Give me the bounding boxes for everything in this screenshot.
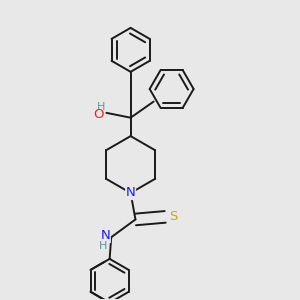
Text: H: H <box>97 102 105 112</box>
Text: S: S <box>169 210 177 223</box>
Text: O: O <box>93 108 104 121</box>
Text: N: N <box>126 187 136 200</box>
Text: N: N <box>100 230 110 242</box>
Text: H: H <box>99 241 107 251</box>
